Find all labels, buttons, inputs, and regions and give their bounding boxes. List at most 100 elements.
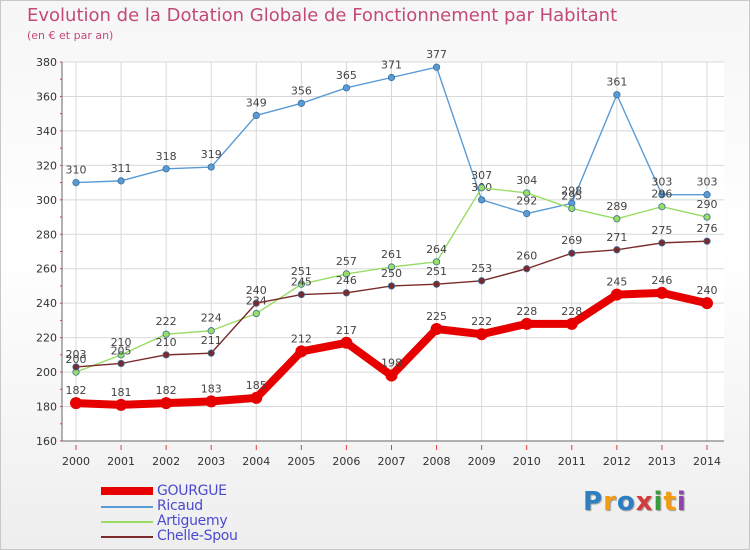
data-label: 356 <box>291 84 312 97</box>
data-label: 269 <box>561 234 582 247</box>
data-point <box>387 263 396 271</box>
x-tick-label: 2011 <box>558 455 586 468</box>
data-label: 264 <box>426 243 447 256</box>
y-tick-label: 300 <box>36 194 57 207</box>
data-point <box>568 204 576 213</box>
data-label: 275 <box>651 224 672 237</box>
data-point <box>703 237 711 245</box>
data-point <box>658 203 666 211</box>
data-point <box>115 398 128 411</box>
data-label: 303 <box>697 176 718 189</box>
data-label: 182 <box>156 384 177 397</box>
data-label: 253 <box>471 262 492 275</box>
data-point <box>252 111 260 120</box>
x-tick-label: 2013 <box>648 455 676 468</box>
data-label: 307 <box>471 169 492 182</box>
y-tick-label: 240 <box>36 297 57 310</box>
data-label: 217 <box>336 324 357 337</box>
data-label: 203 <box>66 348 87 361</box>
data-label: 298 <box>561 184 582 197</box>
data-label: 289 <box>606 200 627 213</box>
chart-subtitle: (en € et par an) <box>27 29 114 42</box>
data-label: 296 <box>651 188 672 201</box>
y-tick-label: 220 <box>36 332 57 345</box>
data-label: 246 <box>651 274 672 287</box>
data-label: 228 <box>561 305 582 318</box>
data-label: 304 <box>516 174 537 187</box>
data-label: 349 <box>246 96 267 109</box>
data-label: 371 <box>381 59 402 72</box>
x-tick-label: 2006 <box>332 455 360 468</box>
x-tick-label: 2009 <box>468 455 496 468</box>
data-label: 290 <box>697 198 718 211</box>
data-label: 361 <box>606 76 627 89</box>
data-label: 261 <box>381 248 402 261</box>
data-label: 181 <box>111 386 132 399</box>
x-tick-label: 2008 <box>423 455 451 468</box>
data-point <box>523 189 531 197</box>
data-point <box>432 63 441 71</box>
legend-swatch <box>101 521 153 523</box>
data-point <box>162 165 170 173</box>
data-label: 251 <box>426 265 447 278</box>
data-label: 310 <box>66 164 87 177</box>
data-label: 251 <box>291 265 312 278</box>
data-point <box>342 289 351 297</box>
data-point <box>430 323 443 336</box>
x-tick-label: 2012 <box>603 455 631 468</box>
data-label: 183 <box>201 382 222 395</box>
x-tick-label: 2007 <box>378 455 406 468</box>
legend-swatch <box>101 506 153 508</box>
data-point <box>613 91 621 99</box>
data-label: 228 <box>516 305 537 318</box>
data-label: 260 <box>516 250 537 263</box>
data-label: 210 <box>156 336 177 349</box>
data-point <box>252 299 260 307</box>
data-label: 205 <box>111 344 132 357</box>
data-point <box>387 73 396 82</box>
x-tick-label: 2000 <box>62 455 90 468</box>
data-point <box>342 84 351 92</box>
data-point <box>478 196 486 204</box>
data-label: 377 <box>426 48 447 61</box>
proxiti-logo: Proxiti <box>583 487 687 517</box>
data-label: 240 <box>697 284 718 297</box>
data-point <box>385 369 398 382</box>
x-tick-label: 2003 <box>197 455 225 468</box>
data-point <box>610 288 623 301</box>
data-label: 222 <box>471 315 492 328</box>
y-tick-label: 320 <box>36 159 57 172</box>
data-point <box>162 351 170 359</box>
chart-title: Evolution de la Dotation Globale de Fonc… <box>27 5 618 26</box>
y-tick-label: 260 <box>36 263 57 276</box>
data-point <box>252 309 260 318</box>
data-point <box>658 191 666 199</box>
x-tick-label: 2001 <box>107 455 135 468</box>
data-point <box>703 191 711 199</box>
data-label: 318 <box>156 150 177 163</box>
data-point <box>523 210 531 218</box>
y-tick-label: 200 <box>36 366 57 379</box>
y-tick-label: 380 <box>36 56 57 69</box>
x-tick-label: 2010 <box>513 455 541 468</box>
y-tick-label: 360 <box>36 90 57 103</box>
data-point <box>72 178 80 187</box>
data-label: 245 <box>606 276 627 289</box>
data-point <box>432 280 441 288</box>
data-point <box>207 327 215 335</box>
data-label: 245 <box>291 276 312 289</box>
data-label: 365 <box>336 69 357 82</box>
y-tick-label: 180 <box>36 401 57 414</box>
data-point <box>520 317 533 330</box>
data-point <box>523 265 531 273</box>
data-label: 240 <box>246 284 267 297</box>
data-point <box>478 277 486 285</box>
data-point <box>205 395 218 408</box>
data-point <box>565 317 578 330</box>
data-point <box>117 359 125 368</box>
data-point <box>297 280 305 288</box>
y-tick-label: 280 <box>36 228 57 241</box>
data-point <box>297 99 305 107</box>
data-point <box>658 239 666 247</box>
